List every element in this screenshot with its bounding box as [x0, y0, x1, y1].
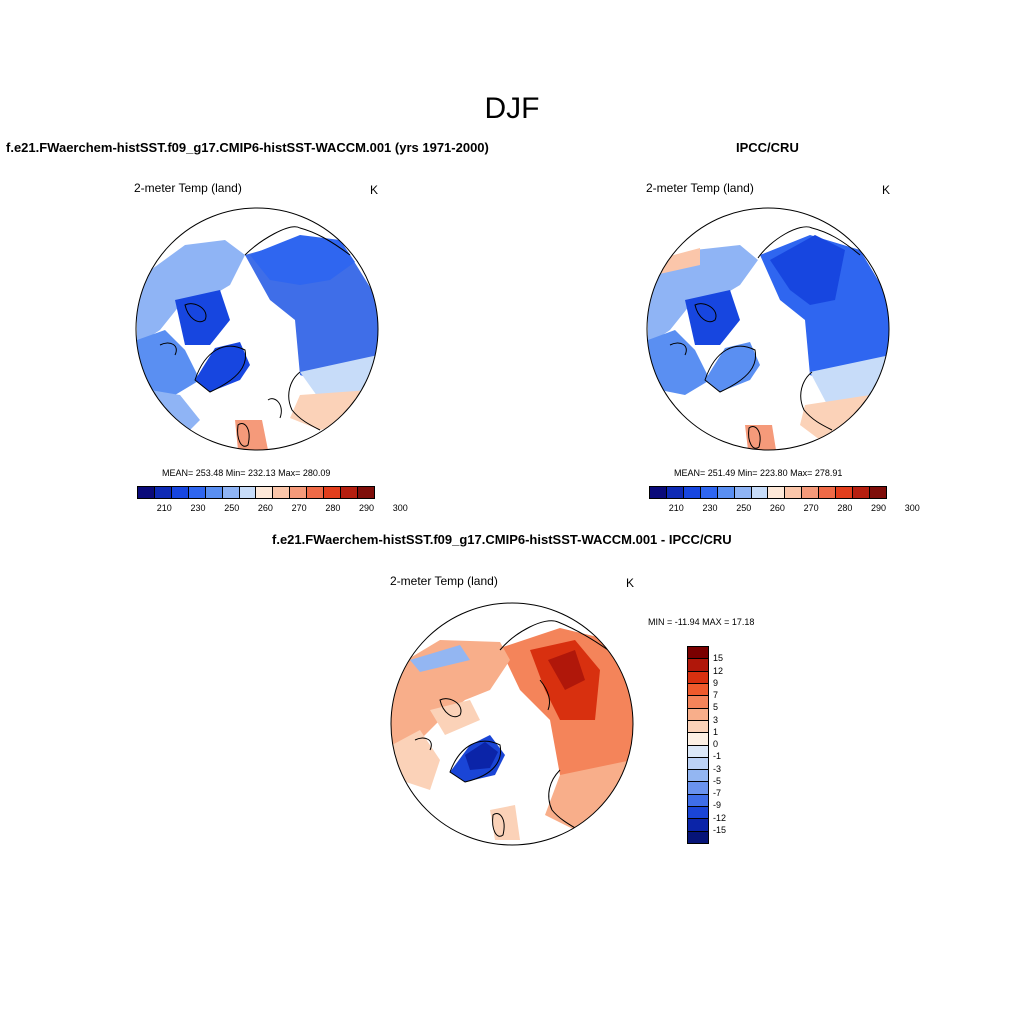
obs-stats: MEAN= 251.49 Min= 223.80 Max= 278.91 — [674, 468, 843, 478]
model-colorbar-swatch — [307, 487, 325, 498]
obs-panel-title: IPCC/CRU — [736, 140, 799, 155]
model-colorbar-tick-label: 230 — [190, 503, 206, 513]
model-field-label: 2-meter Temp (land) — [134, 181, 242, 195]
diff-colorbar-tick-label: 5 — [713, 702, 719, 713]
obs-units-label: K — [882, 183, 891, 197]
model-colorbar-tick-label: 210 — [156, 503, 172, 513]
obs-colorbar — [649, 486, 887, 499]
diff-colorbar-tick-label: 7 — [713, 690, 719, 700]
model-colorbar-tick-label: 290 — [359, 503, 375, 513]
obs-colorbar-swatch — [650, 487, 667, 498]
diff-colorbar — [687, 646, 709, 844]
model-colorbar-tick-label: 270 — [291, 503, 307, 513]
model-colorbar-swatch — [324, 487, 342, 498]
diff-colorbar-swatch — [688, 819, 708, 832]
diff-colorbar-tick-label: 12 — [713, 665, 724, 676]
model-panel-title: f.e21.FWaerchem-histSST.f09_g17.CMIP6-hi… — [6, 140, 489, 155]
diff-colorbar-tick-label: 0 — [713, 739, 719, 749]
diff-colorbar-tick-label: -7 — [713, 788, 722, 798]
model-colorbar-ticks: 210 230 250 260 270 280 290 300 — [137, 503, 408, 515]
diff-colorbar-swatch — [688, 671, 708, 684]
diff-colorbar-tick-label: -15 — [713, 824, 727, 835]
diff-colorbar-tick-label: 15 — [713, 653, 724, 664]
model-colorbar-swatch — [205, 487, 223, 498]
diff-colorbar-swatch — [688, 659, 708, 672]
model-colorbar-swatch — [171, 487, 189, 498]
obs-colorbar-swatch — [785, 487, 803, 498]
diff-colorbar-swatch — [688, 733, 708, 746]
model-colorbar-swatch — [154, 487, 172, 498]
obs-colorbar-swatch — [768, 487, 786, 498]
obs-colorbar-tick-label: 210 — [668, 503, 684, 513]
figure-title: DJF — [484, 92, 540, 125]
diff-field-label: 2-meter Temp (land) — [390, 574, 498, 588]
model-colorbar — [137, 486, 375, 499]
diff-colorbar-tick-label: -12 — [713, 812, 727, 823]
diff-colorbar-tick-label: 1 — [713, 726, 719, 737]
diff-colorbar-swatch — [688, 708, 708, 721]
diff-colorbar-swatch — [688, 696, 708, 709]
diff-colorbar-swatch — [688, 745, 708, 758]
diff-colorbar-tick-label: -5 — [713, 775, 722, 786]
model-colorbar-tick-label: 260 — [257, 503, 273, 513]
diff-colorbar-swatch — [688, 794, 708, 808]
obs-colorbar-swatch — [751, 487, 769, 498]
obs-colorbar-tick-label: 290 — [871, 503, 887, 513]
model-stats: MEAN= 253.48 Min= 232.13 Max= 280.09 — [162, 468, 331, 478]
obs-colorbar-ticks: 210 230 250 260 270 280 290 300 — [649, 503, 920, 515]
diff-colorbar-swatch — [688, 683, 708, 697]
model-units-label: K — [370, 183, 379, 197]
diff-colorbar-swatch — [688, 647, 708, 660]
obs-colorbar-swatch — [700, 487, 718, 498]
diff-colorbar-swatch — [688, 807, 708, 820]
model-colorbar-swatch — [357, 487, 374, 498]
model-colorbar-tick-label: 250 — [224, 503, 240, 513]
obs-colorbar-tick-label: 270 — [803, 503, 819, 513]
obs-colorbar-swatch — [734, 487, 752, 498]
diff-colorbar-swatch — [688, 720, 708, 734]
obs-colorbar-swatch — [869, 487, 886, 498]
diff-units-label: K — [626, 576, 635, 590]
obs-colorbar-swatch — [666, 487, 684, 498]
model-colorbar-swatch — [239, 487, 257, 498]
model-colorbar-swatch — [341, 487, 358, 498]
model-colorbar-swatch — [256, 487, 274, 498]
obs-field-label: 2-meter Temp (land) — [646, 181, 754, 195]
model-colorbar-tick-label: 300 — [392, 503, 408, 513]
model-colorbar-tick-label: 280 — [325, 503, 341, 513]
diff-colorbar-tick-label: -1 — [713, 751, 722, 762]
obs-colorbar-swatch — [717, 487, 735, 498]
obs-colorbar-tick-label: 260 — [769, 503, 785, 513]
model-colorbar-swatch — [138, 487, 155, 498]
obs-colorbar-tick-label: 250 — [736, 503, 752, 513]
diff-colorbar-swatch — [688, 757, 708, 771]
diff-colorbar-tick-label: 9 — [713, 677, 719, 688]
diff-colorbar-tick-label: -3 — [713, 763, 722, 774]
model-colorbar-swatch — [273, 487, 291, 498]
obs-colorbar-tick-label: 300 — [904, 503, 920, 513]
diff-colorbar-swatch — [688, 831, 708, 843]
diff-colorbar-tick-label: -9 — [713, 800, 722, 811]
diff-colorbar-tick-label: 3 — [713, 714, 719, 725]
obs-colorbar-swatch — [836, 487, 854, 498]
obs-colorbar-tick-label: 230 — [702, 503, 718, 513]
obs-colorbar-swatch — [853, 487, 870, 498]
diff-stats: MIN = -11.94 MAX = 17.18 — [648, 617, 755, 627]
obs-colorbar-swatch — [802, 487, 820, 498]
model-colorbar-swatch — [188, 487, 206, 498]
model-colorbar-swatch — [290, 487, 308, 498]
obs-colorbar-swatch — [683, 487, 701, 498]
diff-colorbar-ticks: 15 12 9 7 5 3 1 0 -1 -3 -5 -7 -9 -12 -15 — [713, 646, 743, 842]
diff-colorbar-swatch — [688, 782, 708, 795]
obs-colorbar-tick-label: 280 — [837, 503, 853, 513]
diff-panel-title: f.e21.FWaerchem-histSST.f09_g17.CMIP6-hi… — [272, 532, 732, 547]
obs-colorbar-swatch — [819, 487, 837, 498]
model-colorbar-swatch — [222, 487, 240, 498]
diff-colorbar-swatch — [688, 770, 708, 783]
